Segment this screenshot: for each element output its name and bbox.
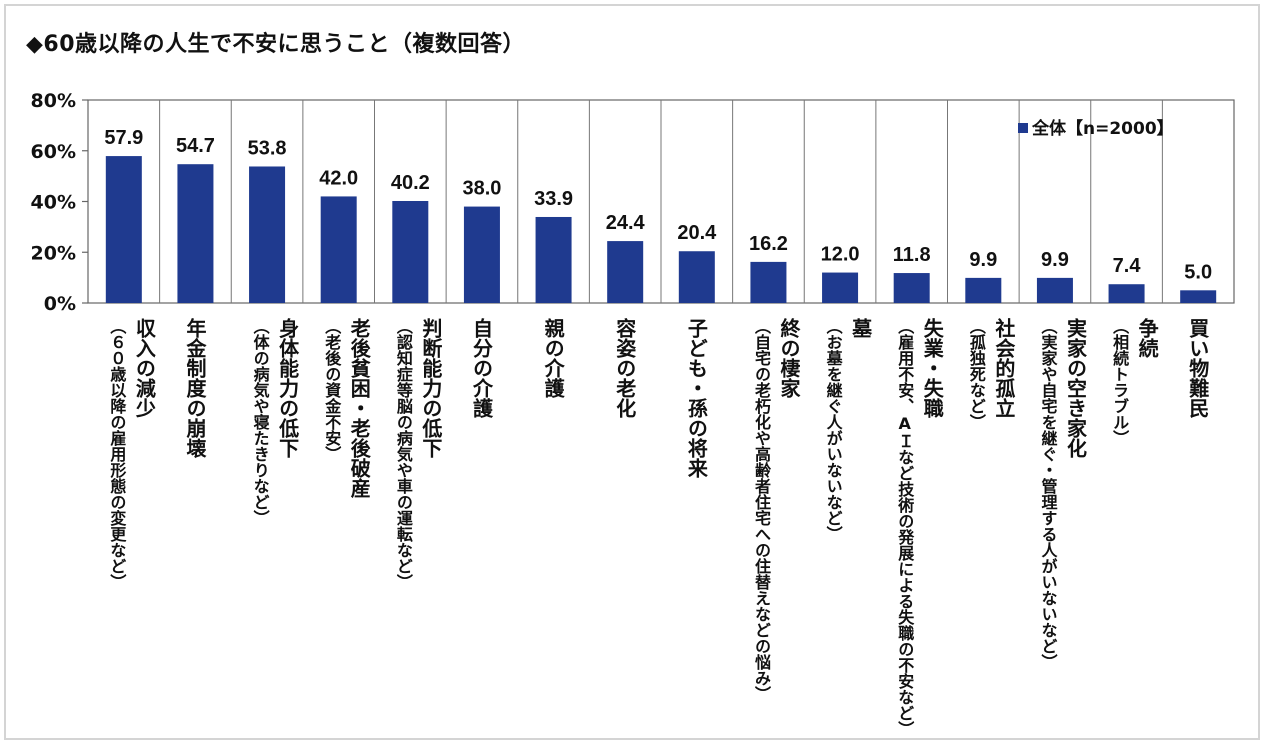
data-label: 5.0 [1184, 261, 1212, 283]
bar [822, 272, 859, 303]
legend-label: 全体【n=2000】 [1031, 118, 1174, 139]
bar [177, 164, 214, 303]
bar [535, 216, 572, 303]
category-main-text: 自分の介護 [469, 318, 494, 418]
data-label: 53.8 [248, 137, 287, 159]
category-sub-text: （体の病気や寝たきりなど） [250, 318, 270, 526]
category-main-text: 社会的孤立 [991, 318, 1016, 418]
category-label: 収入の減少 （６０歳以降の雇用形態の変更など） [104, 318, 159, 728]
bar [320, 196, 357, 303]
category-label: 年金制度の崩壊 [181, 318, 210, 728]
data-label: 33.9 [534, 188, 573, 210]
category-sub-text: （６０歳以降の雇用形態の変更など） [107, 318, 127, 590]
category-main-text: 終の棲家 [776, 318, 801, 398]
category-sub-text: （老後の資金不安） [322, 318, 342, 462]
bar [1036, 277, 1073, 303]
category-sub-text: （認知症等脳の病気や車の運転など） [393, 318, 413, 590]
data-label: 38.0 [462, 178, 501, 200]
data-label: 42.0 [319, 167, 358, 189]
data-label: 12.0 [821, 244, 860, 266]
bar [1180, 290, 1217, 303]
y-tick-label: 80% [31, 90, 76, 112]
data-label: 54.7 [176, 135, 215, 157]
bar [607, 241, 644, 303]
chart-frame [4, 4, 1260, 740]
category-main-text: 容姿の老化 [612, 318, 637, 418]
data-label: 16.2 [749, 233, 788, 255]
data-label: 9.9 [1041, 249, 1069, 271]
bar [249, 166, 286, 303]
category-label: 墓（お墓を継ぐ人がいないなど） [821, 318, 876, 728]
category-label: 判断能力の低下 （認知症等脳の病気や車の運転など） [391, 318, 446, 728]
y-tick-label: 0% [44, 293, 76, 315]
category-main-text: 判断能力の低下 [418, 318, 443, 458]
chart-title: ◆60歳以降の人生で不安に思うこと（複数回答） [26, 32, 526, 57]
bar [463, 206, 500, 303]
y-tick-label: 40% [31, 192, 76, 214]
category-label: 争続 （相続トラブル） [1107, 318, 1162, 728]
data-label: 11.8 [893, 244, 931, 266]
category-main-text: 争続 [1135, 318, 1160, 358]
category-label: 老後貧困・老後破産 （老後の資金不安） [319, 318, 374, 728]
legend-swatch [1018, 123, 1028, 133]
bar [965, 277, 1002, 303]
category-label: 親の介護 [539, 318, 568, 728]
category-sub-text: （自宅の老朽化や高齢者住宅への住替えなどの悩み） [751, 318, 771, 702]
bar [392, 200, 429, 303]
bar [893, 273, 930, 303]
category-main-text: 失業・失職 [920, 318, 945, 418]
category-main-text: 親の介護 [541, 318, 566, 398]
category-sub-text: （相続トラブル） [1110, 318, 1130, 446]
category-main-text: 子ども・孫の将来 [684, 318, 709, 478]
category-sub-text: （実家や自宅を継ぐ・管理する人がいないなど） [1038, 318, 1058, 670]
category-main-text: 収入の減少 [132, 318, 157, 418]
category-main-text: 年金制度の崩壊 [182, 318, 207, 458]
y-tick-label: 60% [31, 141, 76, 163]
category-main-text: 買い物難民 [1185, 318, 1210, 418]
category-sub-text: （孤独死など） [966, 318, 986, 430]
data-label: 57.9 [104, 127, 143, 149]
data-label: 9.9 [969, 249, 997, 271]
category-main-text: 墓 [848, 318, 873, 338]
category-main-text: 老後貧困・老後破産 [347, 318, 372, 498]
category-sub-text: （お墓を継ぐ人がいないなど） [823, 318, 843, 542]
category-label: 容姿の老化 [611, 318, 640, 728]
data-label: 24.4 [606, 212, 646, 234]
data-label: 7.4 [1113, 255, 1142, 277]
category-label: 身体能力の低下 （体の病気や寝たきりなど） [248, 318, 303, 728]
bar [1108, 284, 1145, 303]
category-label: 社会的孤立 （孤独死など） [964, 318, 1019, 728]
category-sub-text: （雇用不安、AＩなど技術の発展による失職の不安など） [895, 318, 915, 737]
bar [750, 261, 787, 303]
category-label: 自分の介護 [467, 318, 496, 728]
category-label: 買い物難民 [1184, 318, 1213, 728]
category-main-text: 身体能力の低下 [275, 318, 300, 458]
category-label: 子ども・孫の将来 [682, 318, 711, 728]
data-label: 40.2 [391, 172, 430, 194]
y-tick-label: 20% [31, 242, 76, 264]
bar [105, 156, 142, 303]
bar [678, 251, 715, 303]
category-main-text: 実家の空き家化 [1063, 318, 1088, 458]
category-label: 終の棲家 （自宅の老朽化や高齢者住宅への住替えなどの悩み） [749, 318, 804, 728]
category-label: 失業・失職 （雇用不安、AＩなど技術の発展による失職の不安など） [892, 318, 947, 737]
category-label: 実家の空き家化 （実家や自宅を継ぐ・管理する人がいないなど） [1035, 318, 1090, 728]
data-label: 20.4 [677, 222, 717, 244]
